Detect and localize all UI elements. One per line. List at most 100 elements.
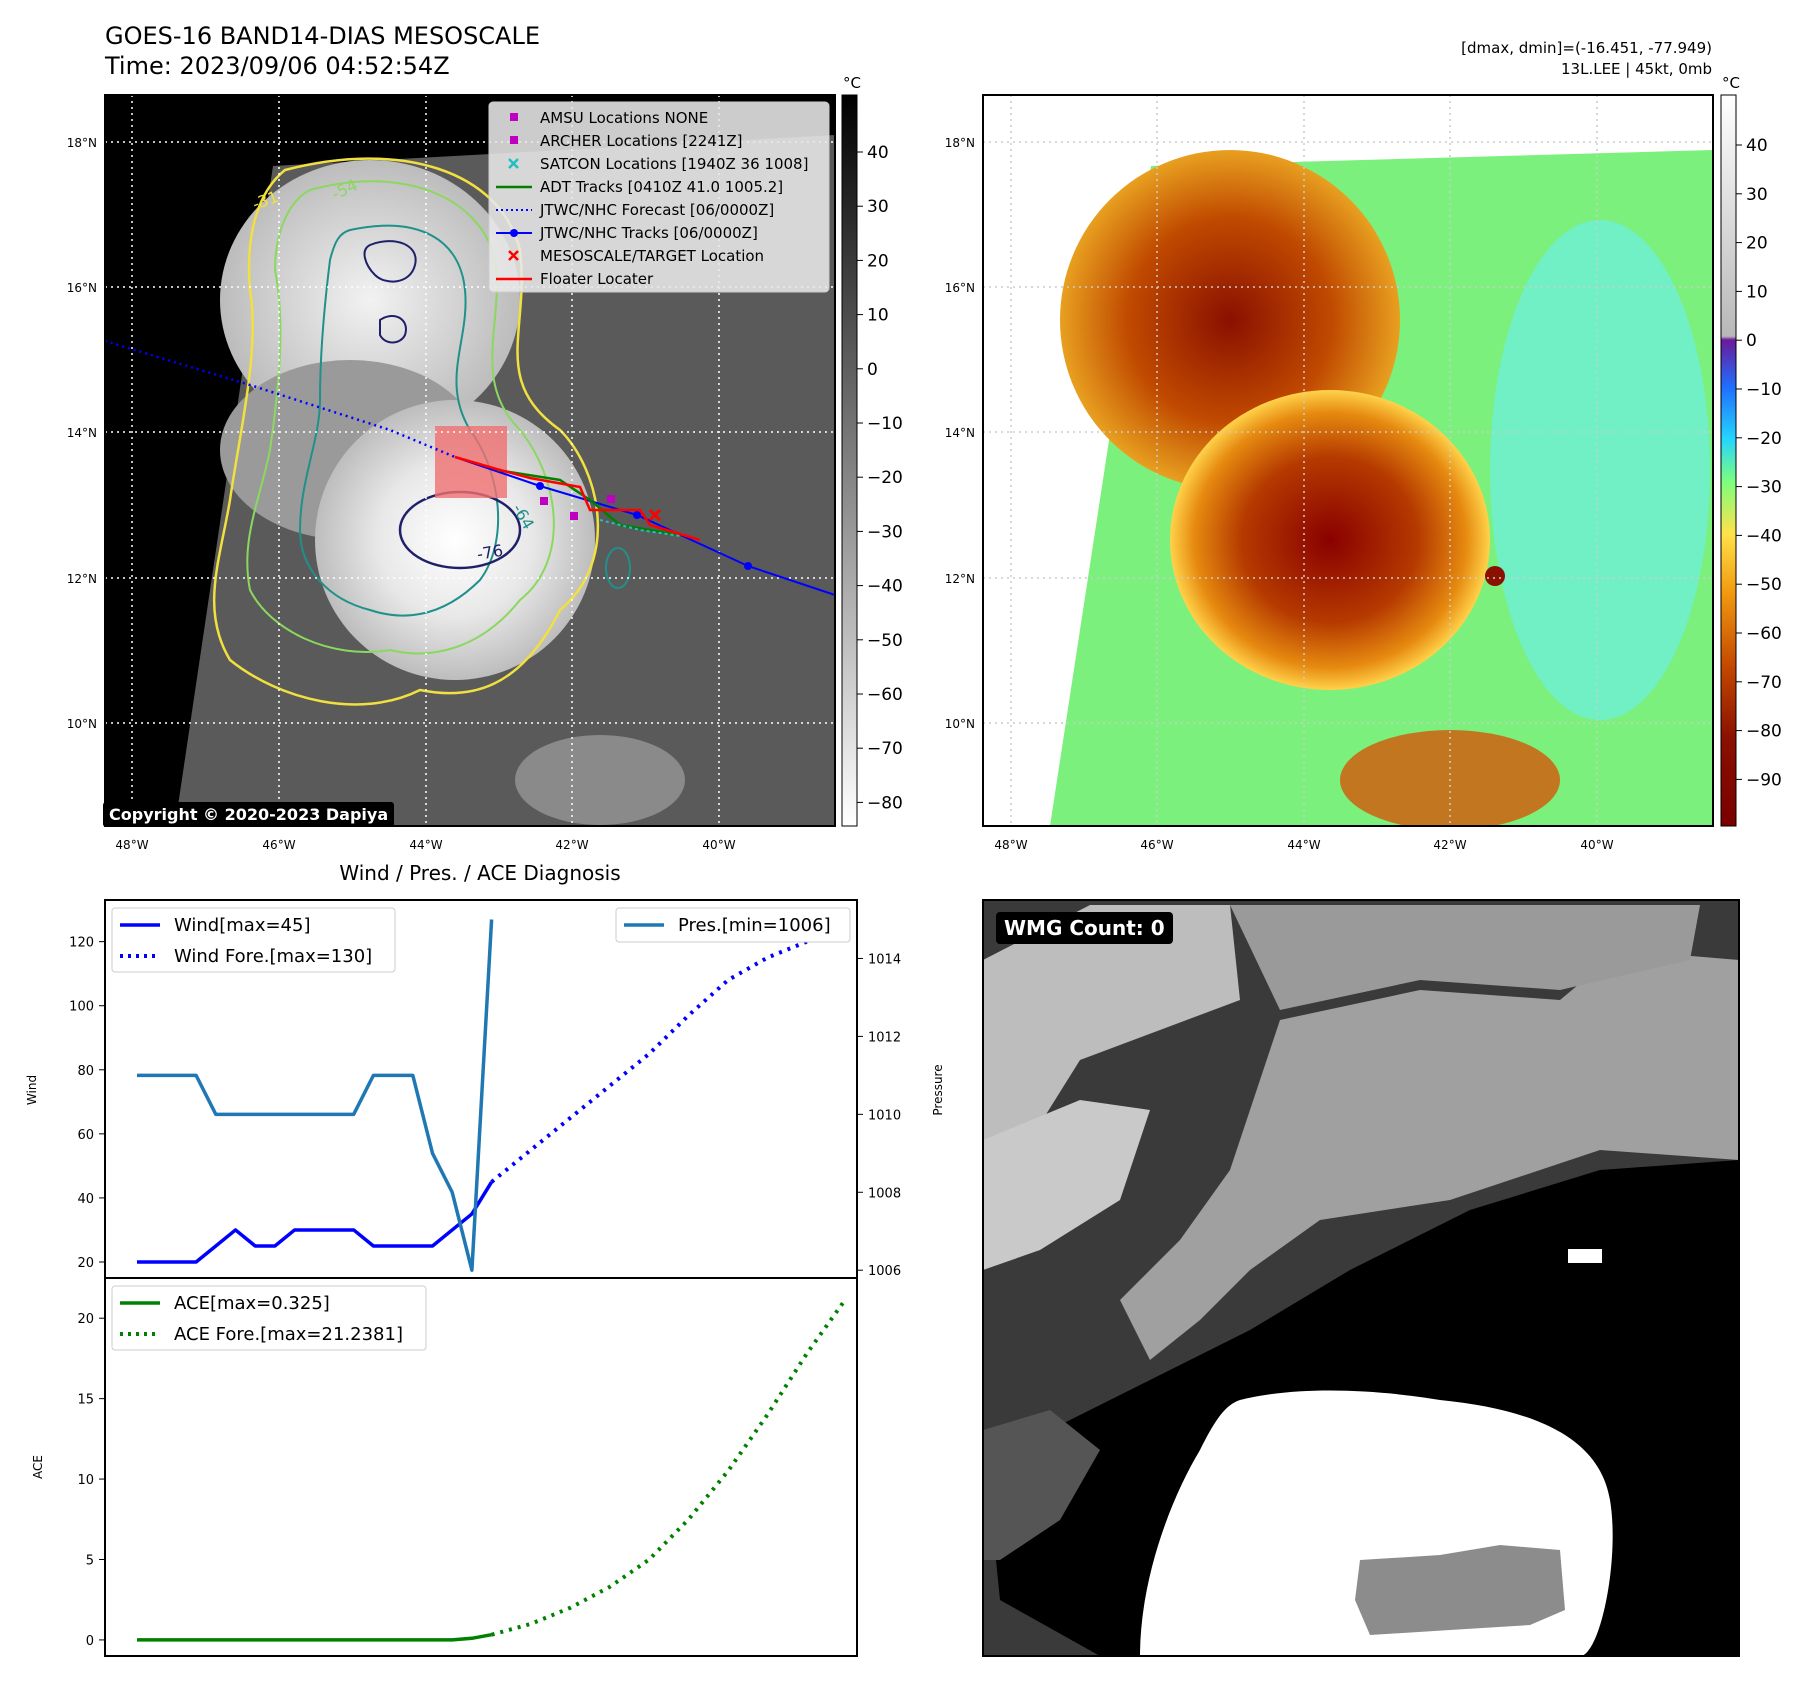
ir-colorbar-unit: °C	[843, 74, 861, 92]
colorbar-tick-label: −40	[1746, 526, 1782, 546]
lat-tick-label: 16°N	[67, 281, 97, 295]
diagnosis-title: Wind / Pres. / ACE Diagnosis	[339, 861, 620, 885]
pressure-axis-label: Pressure	[931, 1064, 945, 1115]
ace-legend: ACE[max=0.325] ACE Fore.[max=21.2381]	[111, 1285, 427, 1351]
legend-square-marker	[510, 136, 518, 144]
colorbar-tick-label: −10	[867, 414, 903, 434]
colorbar-tick-label: −40	[867, 577, 903, 597]
legend-label: AMSU Locations NONE	[540, 109, 708, 127]
ir-map-gridlines: 18°N 16°N 14°N 12°N 10°N 48°W 46°W 44°W 42°W 40°W	[67, 95, 835, 852]
wind-legend-box	[111, 907, 396, 973]
colorbar-tick-label: 30	[867, 197, 889, 217]
ace-chart: ACE 0 5 10 15 20 ACE[max=0.325] ACE Fore.[ma…	[31, 1277, 858, 1657]
colorbar-tick-label: −30	[1746, 478, 1782, 498]
wmg-frame	[982, 899, 1740, 1657]
color-colorbar-gradient	[1720, 94, 1737, 827]
colorbar-tick-label: 10	[867, 306, 889, 326]
y2-tick-label: 1012	[868, 1030, 901, 1045]
y-tick-label: 5	[86, 1553, 94, 1568]
wmg-white-speck	[1568, 1249, 1602, 1263]
figure-time: Time: 2023/09/06 04:52:54Z	[104, 52, 450, 80]
ir-colorbar: °C 40 30 20 10 0 −10 −20 −30 −40 −50 −60 −70 −80	[841, 74, 903, 827]
ir-southern-cloud	[515, 735, 685, 825]
adt-track	[496, 468, 681, 537]
contour-64-small	[605, 547, 631, 589]
y2-tick-label: 1006	[868, 1264, 901, 1279]
legend-x-marker	[508, 158, 519, 169]
contour-76-north	[363, 240, 417, 344]
stats-label: [dmax, dmin]=(-16.451, -77.949)	[1461, 39, 1712, 57]
ace-axis-label: ACE	[31, 1455, 45, 1479]
wmg-left-dark	[983, 1410, 1100, 1560]
colorbar-tick-label: −80	[867, 793, 903, 813]
satcon-track	[599, 519, 681, 537]
color-colorbar: °C 40 30 20 10 0 −10 −20 −30 −40 −50 −60 −70 −80 −90	[1720, 74, 1782, 827]
y-tick-label: 60	[77, 1128, 94, 1143]
legend-label: JTWC/NHC Tracks [06/0000Z]	[539, 224, 758, 242]
colorbar-tick-label: −50	[867, 631, 903, 651]
colorbar-tick-label: 40	[1746, 136, 1768, 156]
wmg-light-region-2	[983, 1100, 1150, 1270]
colorbar-tick-label: −30	[867, 522, 903, 542]
y2-tick-label: 1014	[868, 952, 901, 967]
wmg-panel	[982, 899, 1740, 1657]
colorbar-tick-label: −70	[867, 739, 903, 759]
legend-box	[488, 101, 830, 293]
colorbar-tick-label: 40	[867, 143, 889, 163]
figure-title: GOES-16 BAND14-DIAS MESOSCALE	[105, 22, 540, 50]
lat-tick-label: 14°N	[67, 426, 97, 440]
ace-series-line	[137, 1632, 492, 1642]
colorbar-tick-label: −10	[1746, 380, 1782, 400]
lat-tick-label: 16°N	[945, 281, 975, 295]
pressure-legend-label: Pres.[min=1006]	[678, 915, 831, 936]
color-southern-cloud	[1340, 730, 1560, 826]
colorbar-tick-label: −60	[867, 685, 903, 705]
jtwc-track-point	[536, 482, 544, 490]
jtwc-track-point	[744, 562, 752, 570]
copyright-badge: Copyright © 2020-2023 Dapiya	[103, 802, 395, 827]
lon-tick-label: 48°W	[994, 838, 1027, 852]
lat-tick-label: 12°N	[945, 572, 975, 586]
color-map-panel: 18°N 16°N 14°N 12°N 10°N 48°W 46°W 44°W 42°W 40°W…	[945, 74, 1782, 852]
y-tick-label: 15	[77, 1393, 94, 1408]
colorbar-tick-label: −80	[1746, 722, 1782, 742]
wmg-count-badge: WMG Count: 0	[996, 912, 1173, 944]
ace-legend-box	[111, 1285, 427, 1351]
lat-tick-label: 10°N	[67, 717, 97, 731]
y-tick-label: 100	[69, 1000, 94, 1015]
lon-tick-label: 40°W	[1580, 838, 1613, 852]
color-storm-core	[1170, 390, 1490, 690]
lon-tick-label: 44°W	[1287, 838, 1320, 852]
archer-marker	[570, 512, 578, 520]
y-tick-label: 0	[86, 1634, 94, 1649]
contour-label-76: -76	[475, 541, 504, 564]
wind-series-line	[137, 1180, 494, 1264]
lat-tick-label: 10°N	[945, 717, 975, 731]
y-tick-label: 20	[77, 1256, 94, 1271]
wmg-inner-gray	[1355, 1545, 1565, 1635]
colorbar-tick-label: −60	[1746, 624, 1782, 644]
archer-marker	[540, 497, 548, 505]
lon-tick-label: 46°W	[1140, 838, 1173, 852]
colorbar-tick-label: 0	[867, 360, 878, 380]
lon-tick-label: 40°W	[702, 838, 735, 852]
legend-label: SATCON Locations [1940Z 36 1008]	[540, 155, 808, 173]
color-cyan-band	[1490, 220, 1710, 720]
legend-label: ADT Tracks [0410Z 41.0 1005.2]	[540, 178, 783, 196]
colorbar-tick-label: 0	[1746, 331, 1757, 351]
colorbar-tick-label: −70	[1746, 673, 1782, 693]
lat-tick-label: 12°N	[67, 572, 97, 586]
y-tick-label: 40	[77, 1192, 94, 1207]
legend-dot	[510, 229, 518, 237]
lon-tick-label: 46°W	[262, 838, 295, 852]
lat-tick-label: 18°N	[945, 136, 975, 150]
floater-locater-track	[454, 455, 701, 542]
legend-x-marker	[508, 250, 519, 261]
ace-fore-legend-label: ACE Fore.[max=21.2381]	[174, 1324, 403, 1345]
ir-map-frame	[104, 94, 836, 827]
wind-pressure-chart: Wind / Pres. / ACE Diagnosis Wind Pressu…	[25, 861, 945, 1279]
y2-tick-label: 1010	[868, 1108, 901, 1123]
color-colorbar-unit: °C	[1722, 74, 1740, 92]
lon-tick-label: 48°W	[115, 838, 148, 852]
wind-legend-label: Wind[max=45]	[174, 915, 311, 936]
